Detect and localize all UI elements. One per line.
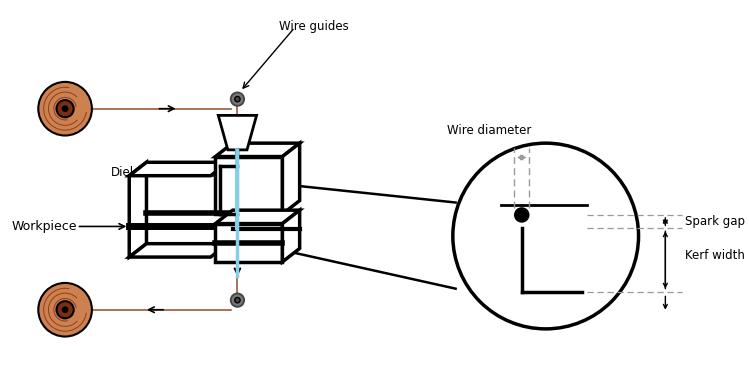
Circle shape [231,293,244,307]
Circle shape [234,298,240,303]
Circle shape [231,92,244,106]
Polygon shape [216,224,282,262]
Circle shape [62,307,67,313]
Text: Spark gap: Spark gap [685,215,745,228]
Polygon shape [282,210,300,262]
Polygon shape [218,115,257,150]
Polygon shape [216,210,300,224]
Text: Wire diameter: Wire diameter [447,124,531,137]
Circle shape [38,283,92,337]
Circle shape [56,301,73,318]
Polygon shape [130,162,228,176]
Circle shape [38,82,92,136]
Polygon shape [216,157,282,214]
Circle shape [515,208,529,222]
Circle shape [234,97,240,102]
Text: Dielectric: Dielectric [112,166,168,179]
Circle shape [453,143,639,329]
Text: Kerf width: Kerf width [685,249,745,262]
Polygon shape [130,244,228,257]
Polygon shape [282,143,300,214]
Text: Workpiece: Workpiece [11,220,77,233]
Circle shape [56,100,73,117]
Text: Wire guides: Wire guides [279,20,349,33]
Circle shape [62,106,67,111]
Polygon shape [130,162,147,257]
Polygon shape [216,143,300,157]
